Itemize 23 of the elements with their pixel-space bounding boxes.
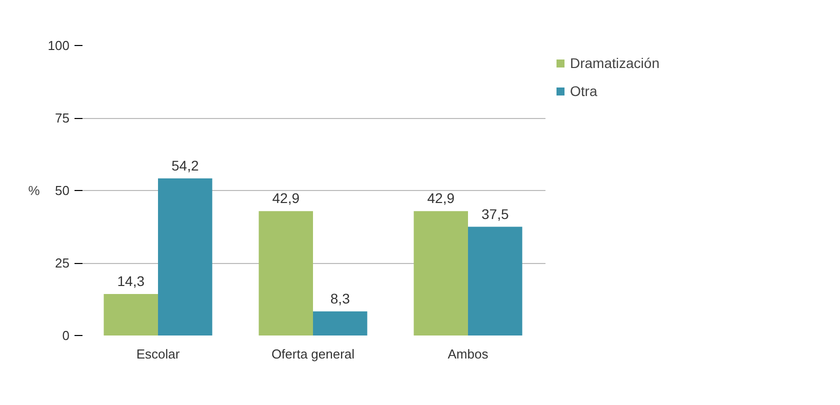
x-tick-label: Escolar xyxy=(136,346,180,362)
x-tick-label: Oferta general xyxy=(271,346,355,362)
y-tick-label: 0 xyxy=(62,328,70,343)
bar xyxy=(104,294,158,336)
y-tick-label: 25 xyxy=(55,256,70,270)
data-label: 42,9 xyxy=(272,190,300,206)
data-label: 54,2 xyxy=(172,157,199,174)
data-label: 42,9 xyxy=(427,190,455,206)
legend-label: Otra xyxy=(570,83,598,99)
y-tick-label: 50 xyxy=(55,183,70,198)
data-label: 37,5 xyxy=(482,206,509,222)
y-tick-label: 100 xyxy=(48,38,70,53)
bar xyxy=(158,178,212,336)
y-axis-title: % xyxy=(28,183,40,198)
data-label: 14,3 xyxy=(117,273,145,290)
x-tick-label: Ambos xyxy=(448,346,489,362)
y-tick-label: 75 xyxy=(55,110,70,126)
data-label: 8,3 xyxy=(330,290,350,306)
bar xyxy=(468,226,522,336)
bar xyxy=(414,211,468,336)
bar xyxy=(313,311,368,336)
bar xyxy=(258,211,313,336)
legend-label: Dramatización xyxy=(570,55,660,71)
